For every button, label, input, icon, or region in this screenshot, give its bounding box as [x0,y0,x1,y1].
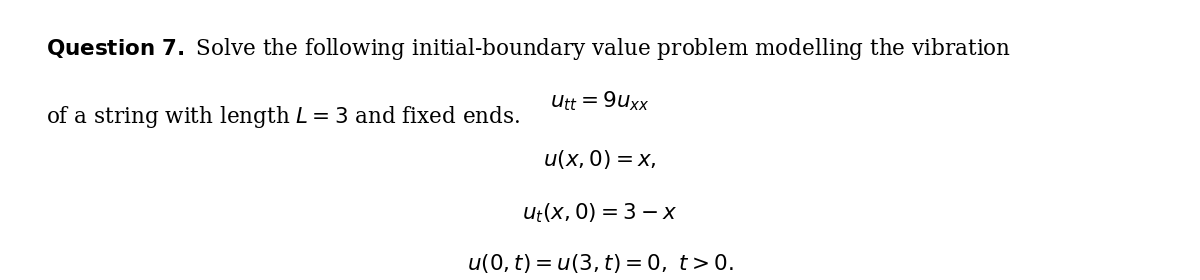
Text: $u(x, 0) = x,$: $u(x, 0) = x,$ [544,148,656,171]
Text: $u(0, t) = u(3, t) = 0, \ t > 0.$: $u(0, t) = u(3, t) = 0, \ t > 0.$ [467,252,733,275]
Text: of a string with length $L = 3$ and fixed ends.: of a string with length $L = 3$ and fixe… [46,104,520,130]
Text: $u_t(x, 0) = 3 - x$: $u_t(x, 0) = 3 - x$ [522,202,678,225]
Text: $\mathbf{Question\ 7.}$ Solve the following initial-boundary value problem model: $\mathbf{Question\ 7.}$ Solve the follow… [46,36,1010,62]
Text: $u_{tt} = 9u_{xx}$: $u_{tt} = 9u_{xx}$ [550,90,650,113]
